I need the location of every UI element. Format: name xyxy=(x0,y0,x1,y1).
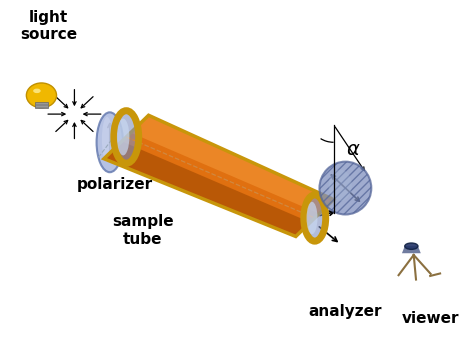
Polygon shape xyxy=(131,115,334,214)
Polygon shape xyxy=(104,115,334,236)
Ellipse shape xyxy=(405,243,418,249)
Ellipse shape xyxy=(319,162,371,214)
Ellipse shape xyxy=(33,89,41,93)
Ellipse shape xyxy=(27,83,56,108)
Text: α: α xyxy=(346,140,359,159)
Ellipse shape xyxy=(97,112,123,172)
Text: viewer: viewer xyxy=(401,311,459,326)
Ellipse shape xyxy=(328,170,352,201)
Text: light
source: light source xyxy=(20,10,77,42)
Ellipse shape xyxy=(117,119,129,155)
Text: sample
tube: sample tube xyxy=(112,214,173,246)
Ellipse shape xyxy=(116,111,137,163)
Polygon shape xyxy=(402,246,421,253)
Ellipse shape xyxy=(102,117,112,162)
Text: polarizer: polarizer xyxy=(76,177,153,192)
Ellipse shape xyxy=(307,202,318,234)
Text: analyzer: analyzer xyxy=(309,304,382,319)
Polygon shape xyxy=(104,141,310,236)
Ellipse shape xyxy=(306,195,324,241)
Bar xyxy=(35,102,48,108)
